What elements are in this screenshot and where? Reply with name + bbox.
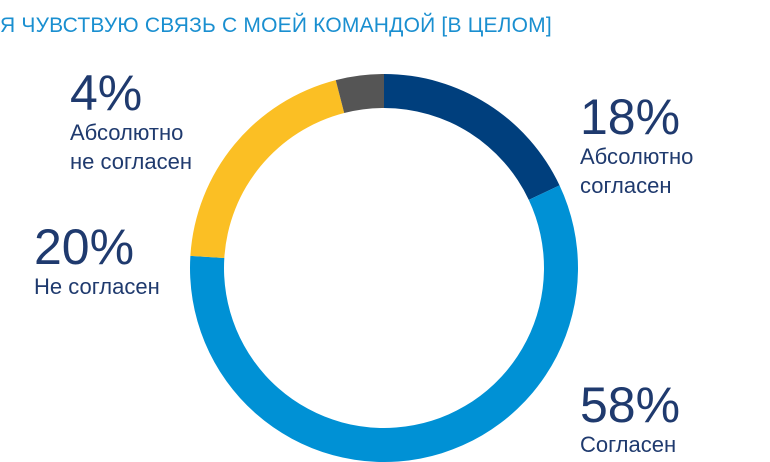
slice-label-strongly-agree: 18% Абсолютно согласен	[580, 92, 693, 200]
slice-label-disagree: 20% Не согласен	[34, 222, 160, 301]
slice-label-agree: 58% Согласен	[580, 380, 680, 459]
slice-value: 20%	[34, 219, 135, 275]
slice-value: 18%	[580, 89, 681, 145]
slice-label-strongly-disagree: 4% Абсолютно не согласен	[70, 68, 192, 176]
slice-name-line: Согласен	[580, 432, 677, 457]
slice-name-line: Абсолютно	[580, 144, 694, 169]
slice-value: 4%	[70, 65, 143, 121]
slice-name-line: Абсолютно	[70, 120, 184, 145]
slice-strongly-disagree	[335, 74, 384, 114]
slice-name-line: не согласен	[70, 149, 192, 174]
slice-disagree	[190, 80, 345, 258]
slice-agree	[190, 185, 578, 462]
slice-name-line: Не согласен	[34, 274, 160, 299]
slice-strongly-agree	[384, 74, 560, 200]
slice-name-line: согласен	[580, 173, 672, 198]
slice-value: 58%	[580, 377, 681, 433]
chart-title: Я ЧУВСТВУЮ СВЯЗЬ С МОЕЙ КОМАНДОЙ [В ЦЕЛО…	[0, 14, 552, 37]
